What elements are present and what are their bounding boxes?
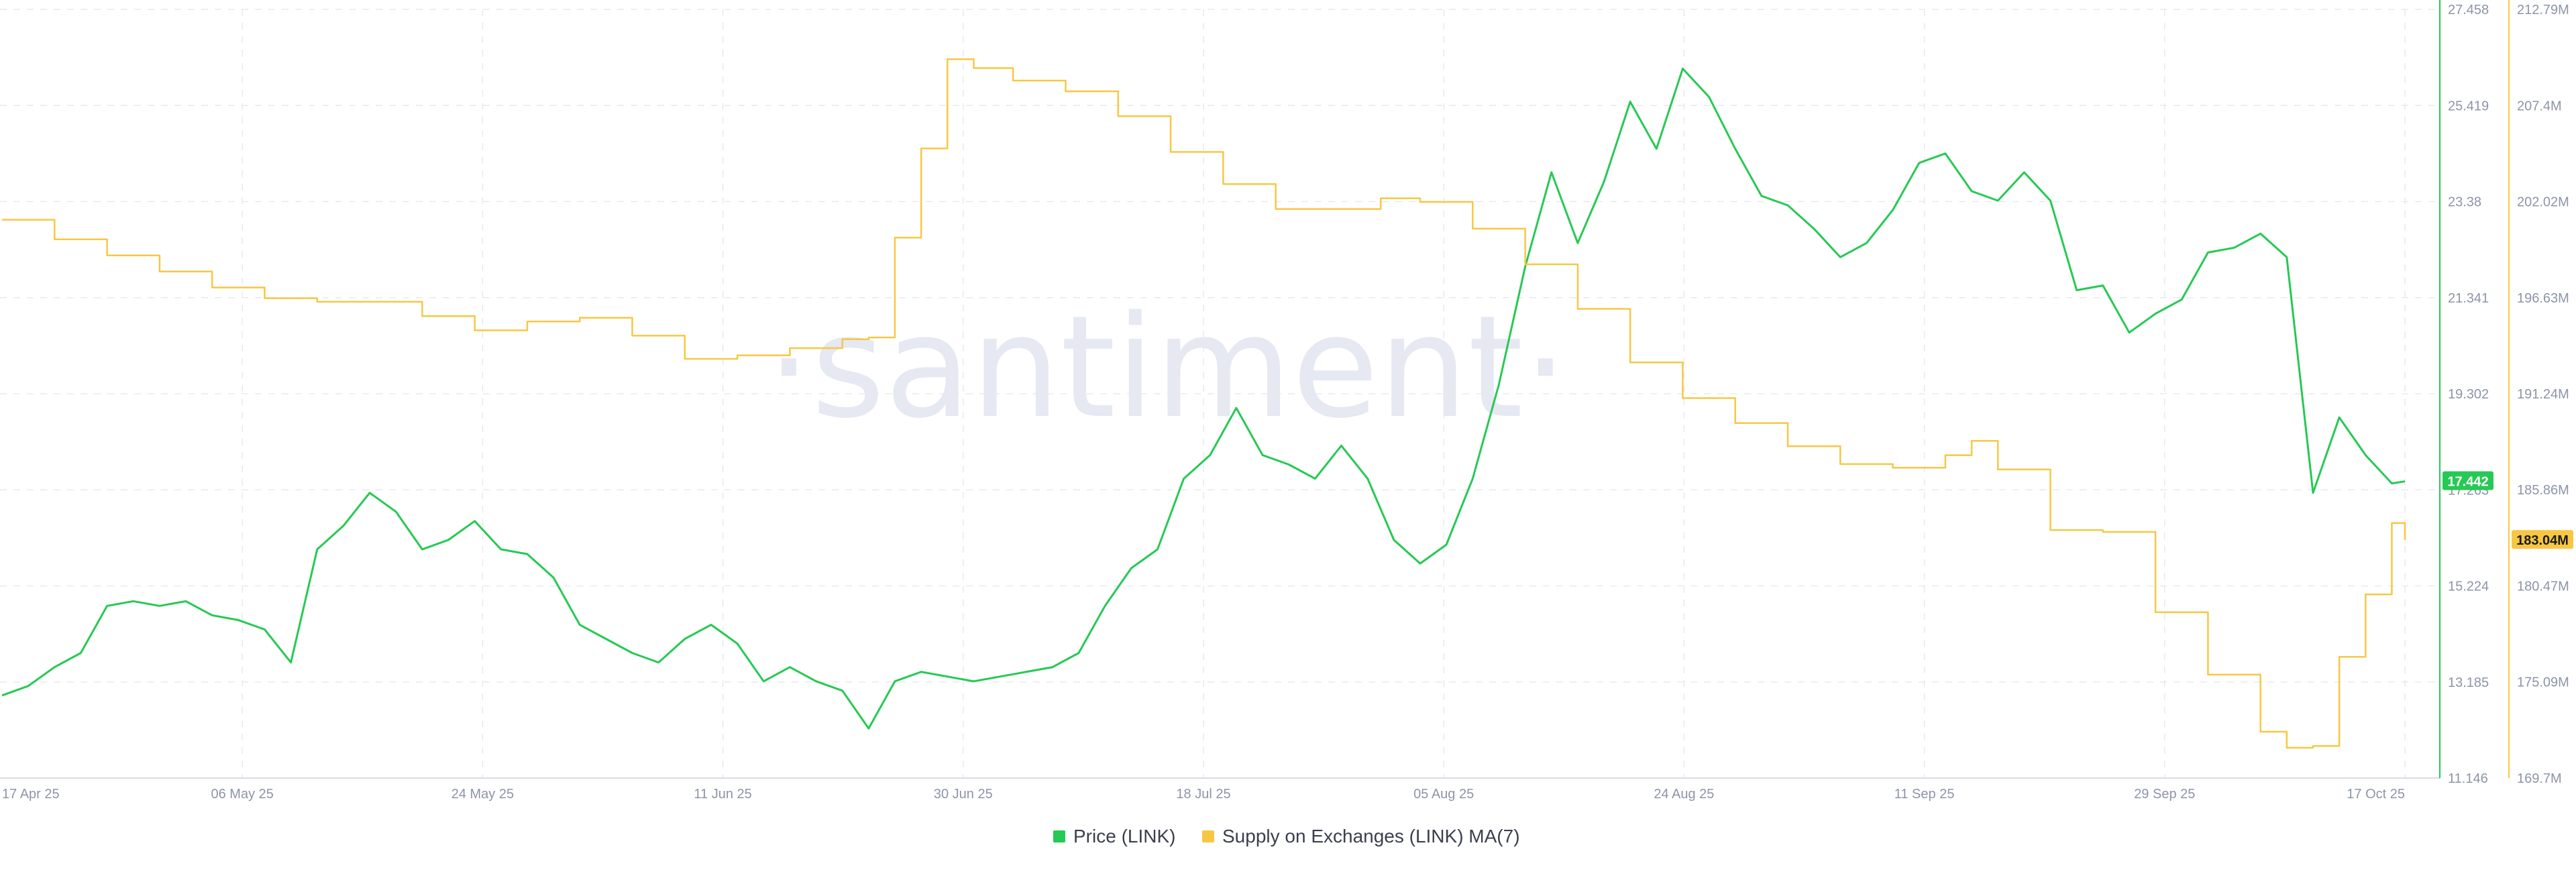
date-tick-label: 11 Jun 25 (694, 787, 751, 802)
legend[interactable]: Price (LINK) Supply on Exchanges (LINK) M… (1053, 826, 1520, 847)
price-tick-label: 25.419 (2448, 99, 2489, 113)
supply-series-line (2, 58, 2406, 749)
date-tick-label: 11 Sep 25 (1894, 787, 1955, 802)
price-tick-label: 27.458 (2448, 3, 2489, 17)
supply-last-value-text: 183.04M (2516, 533, 2569, 548)
price-tick-label: 19.302 (2448, 387, 2489, 402)
supply-tick-label: 212.79M (2517, 3, 2569, 17)
axis-lines (0, 0, 2510, 779)
price-axis-ticks: 27.45825.41923.3821.34119.30217.26315.22… (2448, 3, 2489, 786)
legend-supply-swatch (1202, 830, 1214, 842)
date-tick-label: 29 Sep 25 (2134, 787, 2195, 802)
supply-tick-label: 207.4M (2517, 99, 2562, 113)
date-tick-label: 17 Apr 25 (2, 787, 60, 802)
price-tick-label: 13.185 (2448, 675, 2489, 690)
series-layer (1, 58, 2406, 749)
date-tick-label: 06 May 25 (211, 787, 274, 802)
legend-price-swatch (1053, 830, 1065, 842)
date-tick-label: 18 Jul 25 (1176, 787, 1230, 802)
price-tick-label: 23.38 (2448, 195, 2481, 210)
price-tick-label: 21.341 (2448, 291, 2489, 306)
price-last-value-text: 17.442 (2447, 475, 2488, 490)
supply-tick-label: 191.24M (2517, 387, 2569, 402)
price-last-value-badge (2443, 471, 2493, 490)
price-series-line (1, 67, 2406, 730)
price-tick-label: 11.146 (2448, 771, 2488, 786)
supply-tick-label: 169.7M (2517, 771, 2562, 786)
date-tick-label: 24 May 25 (451, 787, 514, 802)
date-tick-label: 17 Oct 25 (2347, 787, 2405, 802)
supply-last-value-badge (2512, 530, 2573, 549)
legend-price-label[interactable]: Price (LINK) (1073, 826, 1175, 847)
supply-axis-ticks: 212.79M 207.4M 202.02M 196.63M 191.24M 185.86… (2517, 3, 2569, 786)
supply-tick-label: 202.02M (2517, 195, 2569, 209)
date-tick-label: 30 Jun 25 (934, 787, 993, 802)
santiment-watermark: ·santiment· (767, 285, 1568, 449)
legend-supply-label[interactable]: Supply on Exchanges (LINK) MA(7) (1222, 826, 1520, 847)
price-tick-label: 15.224 (2448, 580, 2489, 594)
date-tick-label: 24 Aug 25 (1654, 787, 1714, 802)
date-tick-label: 05 Aug 25 (1413, 787, 1474, 802)
last-value-badges: 17.442 183.04M (2443, 471, 2573, 549)
supply-tick-label: 180.47M (2517, 580, 2569, 594)
date-axis-ticks: 17 Apr 25 06 May 25 24 May 25 11 Jun 25 30 J… (2, 787, 2405, 802)
supply-tick-label: 185.86M (2517, 483, 2569, 498)
supply-tick-label: 196.63M (2517, 291, 2569, 306)
supply-tick-label: 175.09M (2517, 675, 2569, 690)
